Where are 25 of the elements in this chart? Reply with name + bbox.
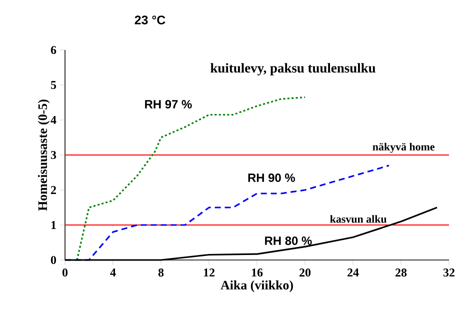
x-tick-label: 32	[443, 268, 454, 277]
x-tick-label: 12	[204, 268, 214, 276]
x-tick-label: 24	[348, 268, 359, 276]
x-tick-label: 0	[62, 268, 68, 277]
x-tick-label: 4	[110, 268, 116, 276]
x-axis-title: Aika (viikko)	[220, 280, 293, 292]
x-tick-label: 20	[300, 268, 311, 277]
series-label: RH 80 %	[265, 236, 312, 245]
y-tick-label: 1	[51, 221, 56, 229]
y-tick-label: 3	[50, 150, 56, 160]
y-tick-label: 5	[50, 81, 56, 89]
y-tick-label: 2	[51, 186, 56, 194]
series-label: RH 90 %	[248, 174, 295, 182]
x-tick-label: 8	[158, 268, 164, 277]
text: kuitulevy, paksu tuulensulku	[210, 63, 376, 76]
chart-title: 23 °C	[134, 16, 166, 24]
y-tick-label: 0	[50, 256, 56, 264]
x-tick-label: 16	[252, 268, 263, 277]
y-tick-label: 6	[50, 46, 56, 54]
ref-line-label: näkyvä home	[372, 142, 435, 153]
ref-line-label: kasvun alku	[330, 215, 386, 223]
y-axis-title: Homeisuusaste (0-5)	[38, 100, 50, 211]
series-label: RH 97 %	[145, 100, 192, 108]
x-tick-label: 28	[396, 268, 407, 277]
y-tick-label: 4	[50, 116, 56, 124]
